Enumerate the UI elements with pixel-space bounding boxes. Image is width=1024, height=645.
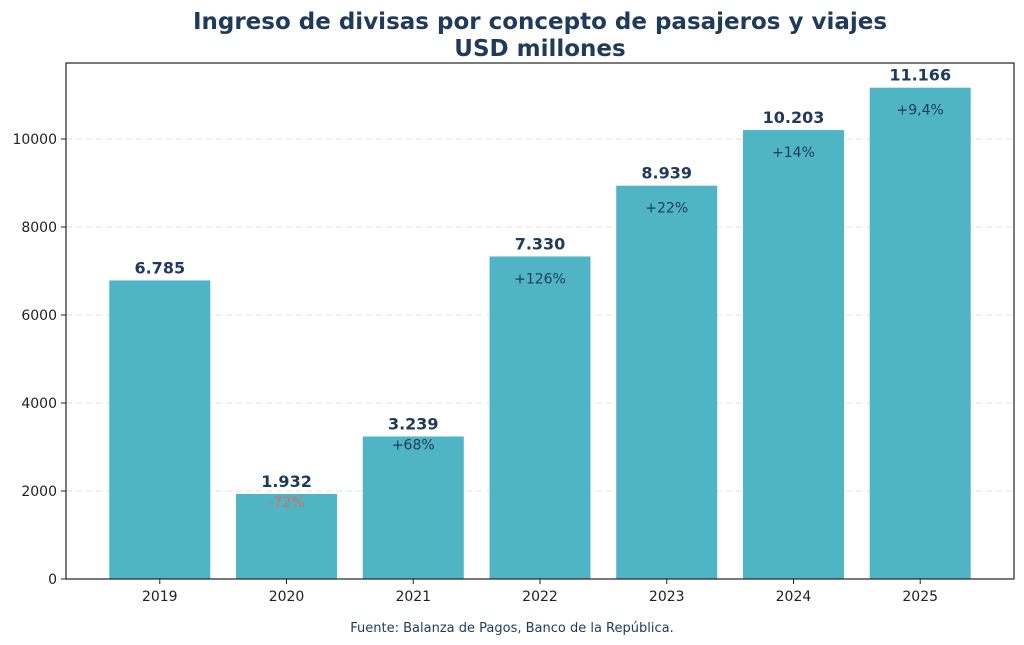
change-label: +126% [514, 271, 566, 287]
x-tick-label: 2019 [142, 589, 178, 605]
bar-2023 [616, 185, 718, 579]
bar-2024 [742, 130, 844, 579]
x-tick-label: 2021 [395, 589, 431, 605]
value-label: 6.785 [134, 258, 185, 277]
x-tick-label: 2020 [269, 589, 305, 605]
y-tick-label: 6000 [21, 308, 57, 324]
x-tick-label: 2025 [902, 589, 938, 605]
change-label: +9,4% [897, 103, 944, 119]
x-tick-label: 2024 [776, 589, 812, 605]
value-label: 3.239 [388, 414, 439, 433]
value-label: 8.939 [641, 164, 692, 183]
chart-subtitle: USD millones [454, 36, 625, 62]
chart-title: Ingreso de divisas por concepto de pasaj… [193, 9, 887, 35]
y-tick-label: 0 [48, 572, 57, 588]
bar-2022 [489, 256, 591, 579]
change-label: -72% [268, 495, 304, 511]
value-label: 11.166 [889, 66, 951, 85]
change-label: +22% [645, 201, 688, 217]
value-label: 7.330 [515, 234, 566, 253]
value-label: 10.203 [763, 108, 825, 127]
y-tick-label: 2000 [21, 484, 57, 500]
bar-2019 [109, 280, 211, 579]
y-tick-label: 4000 [21, 396, 57, 412]
y-tick-label: 8000 [21, 220, 57, 236]
bar-2020 [236, 493, 338, 579]
change-label: +14% [772, 145, 815, 161]
value-label: 1.932 [261, 472, 312, 491]
x-tick-label: 2022 [522, 589, 558, 605]
change-label: +68% [392, 437, 435, 453]
x-tick-label: 2023 [649, 589, 685, 605]
source-note: Fuente: Balanza de Pagos, Banco de la Re… [350, 621, 673, 636]
bar-2025 [869, 87, 971, 579]
bar-2021 [362, 436, 464, 579]
y-tick-label: 10000 [12, 132, 57, 148]
